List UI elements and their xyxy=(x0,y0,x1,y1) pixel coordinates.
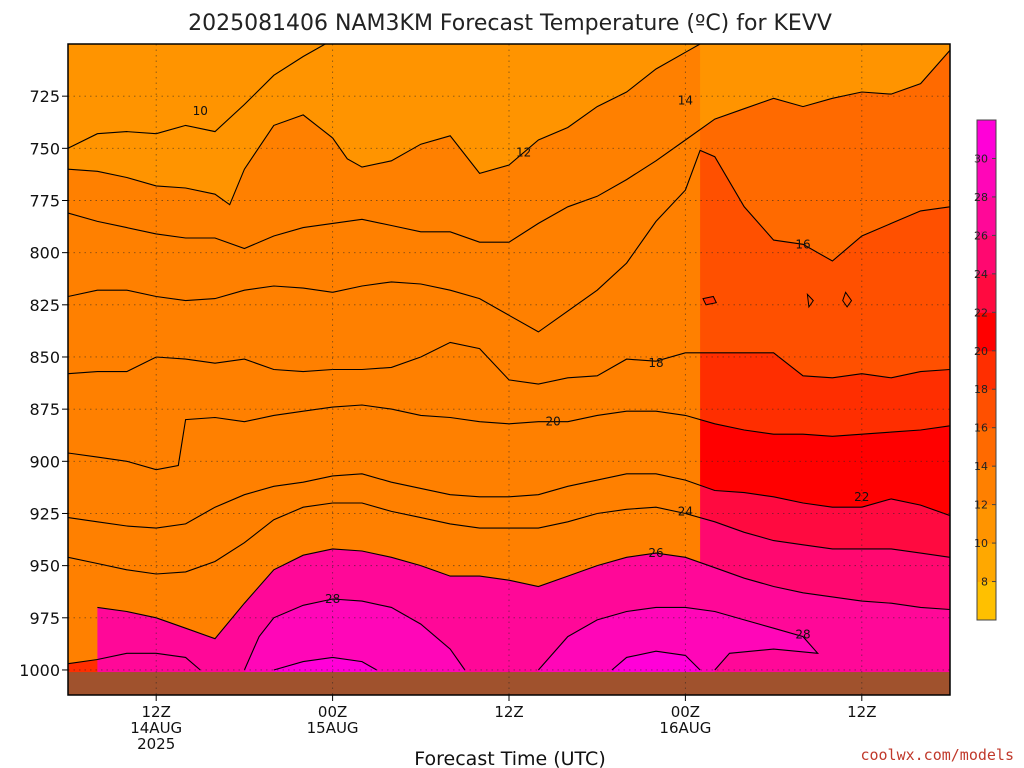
colorbar-swatch xyxy=(977,158,996,198)
contour-label-12: 12 xyxy=(516,146,531,160)
closed-contour-1 xyxy=(806,292,814,309)
contour-label-20: 20 xyxy=(545,415,560,429)
y-tick-label: 875 xyxy=(29,400,60,419)
colorbar-tick-label: 12 xyxy=(974,499,988,512)
contour-label-18: 18 xyxy=(648,356,663,370)
contour-label-22: 22 xyxy=(854,490,869,504)
contour-line-30 xyxy=(611,650,701,671)
colorbar-swatch xyxy=(977,120,996,159)
y-tick-label: 925 xyxy=(29,504,60,523)
contour-line-16 xyxy=(68,149,950,333)
colorbar-swatch xyxy=(977,389,996,429)
y-tick-label: 825 xyxy=(29,296,60,315)
x-tick-label: 12Z xyxy=(494,703,523,721)
contour-line-12 xyxy=(68,44,701,206)
x-tick-label: 12Z xyxy=(847,703,876,721)
contour-label-16: 16 xyxy=(795,237,810,251)
contour-labels: 10 12 14 16 18 20 22 24 26 28 28 xyxy=(193,93,870,641)
colorbar-tick-label: 8 xyxy=(981,576,988,589)
colorbar-frame xyxy=(976,119,997,621)
y-tick-label: 800 xyxy=(29,244,60,263)
colorbar-tick-label: 22 xyxy=(974,306,988,319)
x-tick-label: 12Z xyxy=(142,703,171,721)
x-tick-label: 2025 xyxy=(137,735,175,753)
contour-label-24: 24 xyxy=(678,504,693,518)
colorbar-swatch xyxy=(977,196,996,236)
y-tick-label: 850 xyxy=(29,348,60,367)
x-tick-label: 15AUG xyxy=(307,719,359,737)
colorbar-swatch xyxy=(977,543,996,583)
contour-label-10: 10 xyxy=(193,104,208,118)
contour-label-28: 28 xyxy=(795,627,810,641)
colorbar-swatch xyxy=(977,350,996,390)
contour-line-30 xyxy=(273,656,377,671)
colorbar-swatch xyxy=(977,235,996,275)
y-tick-label: 725 xyxy=(29,87,60,106)
contour-line-28 xyxy=(243,598,466,671)
colorbar-tick-label: 28 xyxy=(974,191,988,204)
colorbar-swatch xyxy=(977,427,996,467)
x-tick-label: 00Z xyxy=(671,703,700,721)
y-tick-label: 1000 xyxy=(19,661,60,680)
y-tick-label: 975 xyxy=(29,609,60,628)
credit-text: coolwx.com/models xyxy=(860,746,1014,764)
closed-contour-2 xyxy=(842,291,853,308)
colorbar-tick-label: 10 xyxy=(974,537,988,550)
y-tick-label: 750 xyxy=(29,139,60,158)
colorbar-swatch xyxy=(977,581,996,621)
x-tick-label: 00Z xyxy=(318,703,347,721)
colorbar-tick-label: 20 xyxy=(974,345,988,358)
y-tick-label: 900 xyxy=(29,452,60,471)
colorbar-tick-label: 18 xyxy=(974,383,988,396)
colorbar-tick-label: 26 xyxy=(974,229,988,242)
temperature-fill-bands xyxy=(68,44,950,695)
colorbar-swatch xyxy=(977,504,996,544)
contour-line-20 xyxy=(68,404,950,471)
contour-line-22 xyxy=(68,473,950,529)
contour-label-14: 14 xyxy=(678,93,693,107)
colorbar-swatch xyxy=(977,466,996,506)
colorbar: 8 10 12 14 16 18 20 22 24 26 28 30 xyxy=(974,119,997,621)
pocket-12 xyxy=(68,44,701,695)
contour-line-20 xyxy=(68,652,201,671)
contour-label-26: 26 xyxy=(648,546,663,560)
colorbar-tick-label: 24 xyxy=(974,268,988,281)
colorbar-swatch xyxy=(977,273,996,313)
y-tick-label: 775 xyxy=(29,191,60,210)
x-tick-label: 16AUG xyxy=(659,719,711,737)
colorbar-swatch xyxy=(977,312,996,352)
colorbar-tick-label: 14 xyxy=(974,460,988,473)
contour-label-28: 28 xyxy=(325,592,340,606)
contour-line-28 xyxy=(537,606,820,671)
ground-band xyxy=(68,672,950,695)
colorbar-tick-label: 30 xyxy=(974,152,988,165)
ground-surface xyxy=(68,672,950,695)
x-tick-label: 14AUG xyxy=(130,719,182,737)
grid-lines xyxy=(68,44,950,695)
y-axis: 725 750 775 800 825 850 875 900 925 950 975 1000 xyxy=(19,87,68,680)
closed-contour-0 xyxy=(702,295,718,306)
contour-line-10 xyxy=(68,44,326,149)
chart-title: 2025081406 NAM3KM Forecast Temperature (… xyxy=(188,11,832,36)
y-tick-label: 950 xyxy=(29,557,60,576)
contour-line-26 xyxy=(97,548,950,640)
colorbar-tick-label: 16 xyxy=(974,422,988,435)
x-axis-label: Forecast Time (UTC) xyxy=(414,748,605,768)
